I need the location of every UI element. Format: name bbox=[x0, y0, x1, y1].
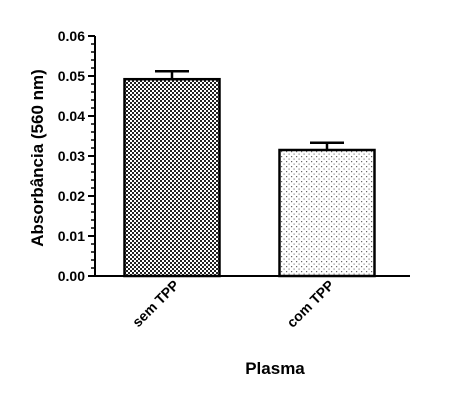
y-axis-title: Absorbância (560 nm) bbox=[28, 69, 47, 247]
bar bbox=[278, 148, 376, 278]
bar bbox=[123, 77, 221, 278]
y-tick-label: 0.01 bbox=[58, 228, 85, 244]
x-axis-title: Plasma bbox=[245, 359, 305, 378]
error-bars bbox=[155, 69, 344, 150]
x-tick-label: sem TPP bbox=[129, 277, 182, 330]
y-tick-label: 0.05 bbox=[58, 68, 85, 84]
y-tick-label: 0.03 bbox=[58, 148, 85, 164]
x-tick-labels: sem TPP com TPP bbox=[129, 277, 337, 331]
y-tick-label: 0.02 bbox=[58, 188, 85, 204]
bars bbox=[123, 77, 376, 278]
y-tick-label: 0.06 bbox=[58, 28, 85, 44]
x-tick-label: com TPP bbox=[283, 277, 337, 331]
y-axis: 0.00 0.01 0.02 0.03 0.04 0.05 0.06 bbox=[58, 28, 96, 284]
y-tick-label: 0.04 bbox=[58, 108, 85, 124]
y-tick-label: 0.00 bbox=[58, 268, 85, 284]
